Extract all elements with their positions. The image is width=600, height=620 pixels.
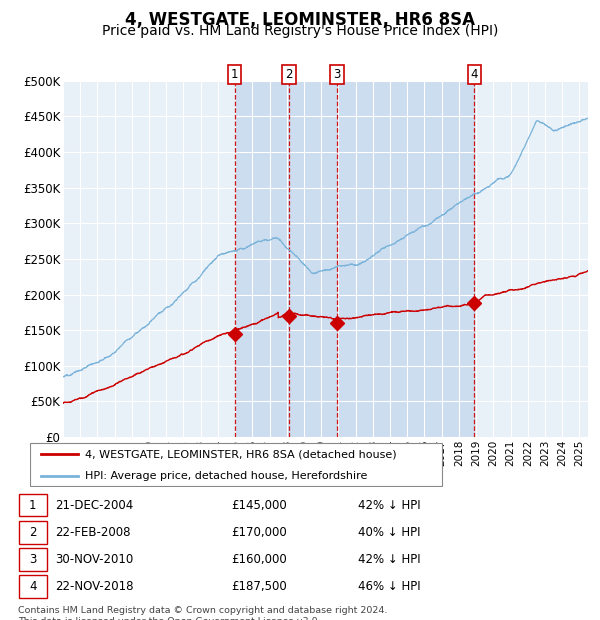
Text: 42% ↓ HPI: 42% ↓ HPI [358, 498, 420, 511]
FancyBboxPatch shape [19, 548, 47, 570]
Text: £145,000: £145,000 [231, 498, 287, 511]
Text: 2: 2 [286, 68, 293, 81]
Text: £160,000: £160,000 [231, 553, 287, 566]
Bar [235, 81, 337, 437]
Text: 1: 1 [231, 68, 238, 81]
Text: 3: 3 [334, 68, 341, 81]
FancyBboxPatch shape [30, 443, 442, 486]
Text: 4, WESTGATE, LEOMINSTER, HR6 8SA: 4, WESTGATE, LEOMINSTER, HR6 8SA [125, 11, 475, 29]
Bar [337, 81, 475, 437]
FancyBboxPatch shape [19, 494, 47, 516]
Text: £170,000: £170,000 [231, 526, 287, 539]
Text: Price paid vs. HM Land Registry's House Price Index (HPI): Price paid vs. HM Land Registry's House … [102, 24, 498, 38]
Text: 1: 1 [29, 498, 37, 511]
Text: Contains HM Land Registry data © Crown copyright and database right 2024.
This d: Contains HM Land Registry data © Crown c… [18, 606, 388, 620]
Text: HPI: Average price, detached house, Herefordshire: HPI: Average price, detached house, Here… [85, 471, 368, 480]
Text: 40% ↓ HPI: 40% ↓ HPI [358, 526, 420, 539]
Text: 3: 3 [29, 553, 37, 566]
Text: £187,500: £187,500 [231, 580, 287, 593]
Text: 22-NOV-2018: 22-NOV-2018 [55, 580, 134, 593]
Text: 4: 4 [29, 580, 37, 593]
Text: 4: 4 [470, 68, 478, 81]
Text: 42% ↓ HPI: 42% ↓ HPI [358, 553, 420, 566]
FancyBboxPatch shape [19, 521, 47, 544]
Text: 4, WESTGATE, LEOMINSTER, HR6 8SA (detached house): 4, WESTGATE, LEOMINSTER, HR6 8SA (detach… [85, 449, 397, 459]
FancyBboxPatch shape [19, 575, 47, 598]
Text: 46% ↓ HPI: 46% ↓ HPI [358, 580, 420, 593]
Text: 2: 2 [29, 526, 37, 539]
Text: 30-NOV-2010: 30-NOV-2010 [55, 553, 133, 566]
Text: 22-FEB-2008: 22-FEB-2008 [55, 526, 131, 539]
Text: 21-DEC-2004: 21-DEC-2004 [55, 498, 133, 511]
